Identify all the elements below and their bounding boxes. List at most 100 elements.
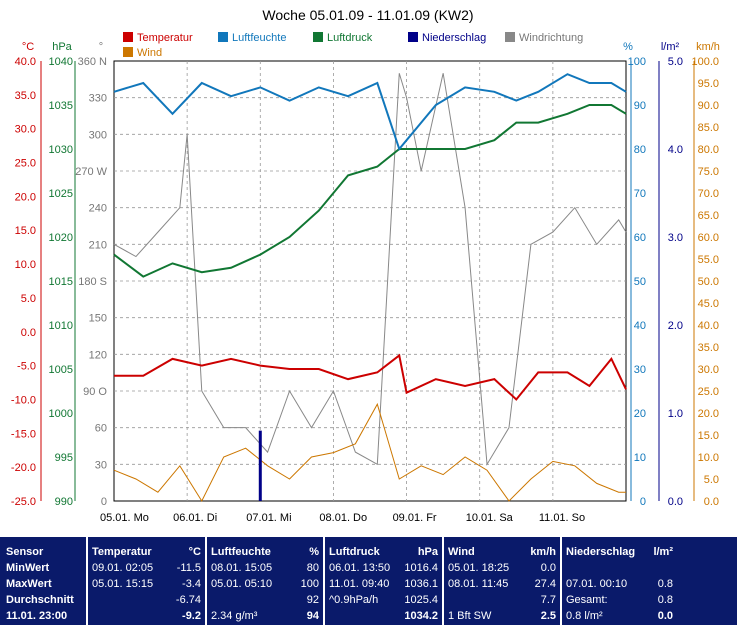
axis-tick-temp: 15.0: [15, 225, 36, 237]
niederschlag-current-value: 0.0: [657, 610, 673, 622]
axis-tick-wind: 25.0: [698, 386, 719, 398]
axis-tick-pressure: 1015: [49, 276, 73, 288]
luftdruck-current-value: 1034.2: [404, 610, 438, 622]
axis-unit-wind: km/h: [696, 41, 720, 53]
axis-tick-rain: 0.0: [668, 496, 683, 508]
wind-current-value: 2.5: [540, 610, 556, 622]
luftdruck-min-time: 06.01. 13:50: [329, 562, 391, 574]
sensor-row-avg: Durchschnitt: [6, 594, 74, 606]
wind-unit: km/h: [530, 546, 556, 558]
axis-tick-pressure: 1000: [49, 408, 73, 420]
luftdruck-avg-value: 1025.4: [404, 594, 438, 606]
temperatur-min-value: -11.5: [176, 562, 201, 574]
axis-tick-wind: 30.0: [698, 364, 719, 376]
axis-tick-wind: 100.0: [691, 56, 719, 68]
legend-label: Temperatur: [137, 32, 193, 44]
niederschlag-unit: l/m²: [653, 546, 673, 558]
summary-col-wind: Wind km/h 05.01. 18:25 0.0 08.01. 11:45 27.…: [442, 537, 560, 625]
legend-swatch: [123, 47, 133, 57]
axis-tick-wind: 0.0: [704, 496, 719, 508]
x-tick-label: 11.01. So: [539, 512, 585, 524]
axis-tick-wind: 55.0: [698, 254, 719, 266]
axis-tick-temp: 0.0: [21, 327, 36, 339]
axis-tick-direction: 120: [89, 349, 107, 361]
x-tick-label: 07.01. Mi: [246, 512, 291, 524]
chart-title: Woche 05.01.09 - 11.01.09 (KW2): [262, 7, 473, 23]
wind-min-time: 05.01. 18:25: [448, 562, 510, 574]
legend-swatch: [218, 32, 228, 42]
luftdruck-max-time: 11.01. 09:40: [329, 578, 390, 590]
axis-tick-pressure: 1010: [49, 320, 73, 332]
axis-unit-rain: l/m²: [661, 41, 680, 53]
niederschlag-max-time: 07.01. 00:10: [566, 578, 628, 590]
wind-max-time: 08.01. 11:45: [448, 578, 509, 590]
chart-axes: 05.01. Mo 06.01. Di 07.01. Mi 08.01. Do 09.0…: [11, 41, 720, 524]
axis-tick-temp: -15.0: [11, 428, 36, 440]
luftfeuchte-current-label: 2.34 g/m³: [211, 610, 258, 622]
luftdruck-trend: ^0.9hPa/h: [329, 594, 379, 606]
axis-tick-humidity: 40: [634, 320, 646, 332]
axis-tick-humidity: 0: [640, 496, 646, 508]
axis-tick-direction: 60: [95, 423, 107, 435]
axis-tick-pressure: 1020: [49, 232, 73, 244]
axis-tick-humidity: 100: [628, 56, 646, 68]
series-direction: [113, 73, 627, 466]
axis-tick-humidity: 30: [634, 364, 646, 376]
axis-tick-humidity: 10: [634, 452, 646, 464]
axis-tick-wind: 75.0: [698, 166, 719, 178]
axis-tick-wind: 85.0: [698, 122, 719, 134]
niederschlag-current-label: 0.8 l/m²: [566, 610, 603, 622]
temperatur-current-value: -9.2: [182, 610, 201, 622]
axis-tick-direction: 360 N: [78, 56, 107, 68]
luftfeuchte-current-value: 94: [306, 610, 319, 622]
niederschlag-total-value: 0.8: [657, 594, 673, 606]
weather-chart: Woche 05.01.09 - 11.01.09 (KW2) Temperat…: [11, 7, 720, 524]
niederschlag-max-value: 0.8: [657, 578, 673, 590]
axis-tick-rain: 5.0: [668, 56, 683, 68]
axis-tick-temp: 35.0: [15, 90, 36, 102]
legend-label: Luftdruck: [327, 32, 373, 44]
axis-tick-direction: 30: [95, 459, 107, 471]
axis-tick-rain: 2.0: [668, 320, 683, 332]
axis-tick-humidity: 50: [634, 276, 646, 288]
axis-unit-pressure: hPa: [52, 41, 72, 53]
axis-tick-temp: 20.0: [15, 191, 36, 203]
temperatur-header: Temperatur: [92, 546, 152, 558]
legend-swatch: [123, 32, 133, 42]
series-humidity: [113, 73, 627, 152]
temperatur-min-time: 09.01. 02:05: [92, 562, 154, 574]
axis-tick-wind: 40.0: [698, 320, 719, 332]
chart-plot-area: [113, 73, 627, 503]
axis-tick-pressure: 1035: [49, 100, 73, 112]
axis-tick-direction: 0: [101, 496, 107, 508]
axis-tick-wind: 35.0: [698, 342, 719, 354]
axis-tick-direction: 180 S: [78, 276, 107, 288]
niederschlag-header: Niederschlag: [566, 546, 636, 558]
temperatur-max-time: 05.01. 15:15: [92, 578, 154, 590]
axis-tick-wind: 10.0: [698, 452, 719, 464]
luftfeuchte-max-time: 05.01. 05:10: [211, 578, 273, 590]
axis-tick-pressure: 990: [55, 496, 73, 508]
legend-label: Niederschlag: [422, 32, 486, 44]
summary-col-temperatur: Temperatur °C 09.01. 02:05 -11.5 05.01. 15…: [86, 537, 205, 625]
axis-tick-wind: 20.0: [698, 408, 719, 420]
axis-unit-humidity: %: [623, 41, 633, 53]
axis-tick-rain: 3.0: [668, 232, 683, 244]
axis-tick-wind: 60.0: [698, 232, 719, 244]
luftfeuchte-unit: %: [309, 546, 319, 558]
axis-tick-pressure: 1025: [49, 188, 73, 200]
axis-tick-temp: -20.0: [11, 462, 36, 474]
summary-table: Sensor MinWert MaxWert Durchschnitt 11.0…: [0, 537, 737, 625]
axis-tick-direction: 90 O: [83, 386, 107, 398]
axis-tick-humidity: 70: [634, 188, 646, 200]
summary-col-sensor: Sensor MinWert MaxWert Durchschnitt 11.0…: [0, 537, 86, 625]
legend-label: Wind: [137, 47, 162, 59]
axis-tick-wind: 5.0: [704, 474, 719, 486]
axis-tick-wind: 15.0: [698, 430, 719, 442]
axis-tick-direction: 150: [89, 313, 107, 325]
sensor-row-current: 11.01. 23:00: [6, 610, 68, 622]
axis-tick-rain: 4.0: [668, 144, 683, 156]
axis-tick-temp: 30.0: [15, 124, 36, 136]
axis-tick-wind: 45.0: [698, 298, 719, 310]
axis-tick-temp: 10.0: [15, 259, 36, 271]
